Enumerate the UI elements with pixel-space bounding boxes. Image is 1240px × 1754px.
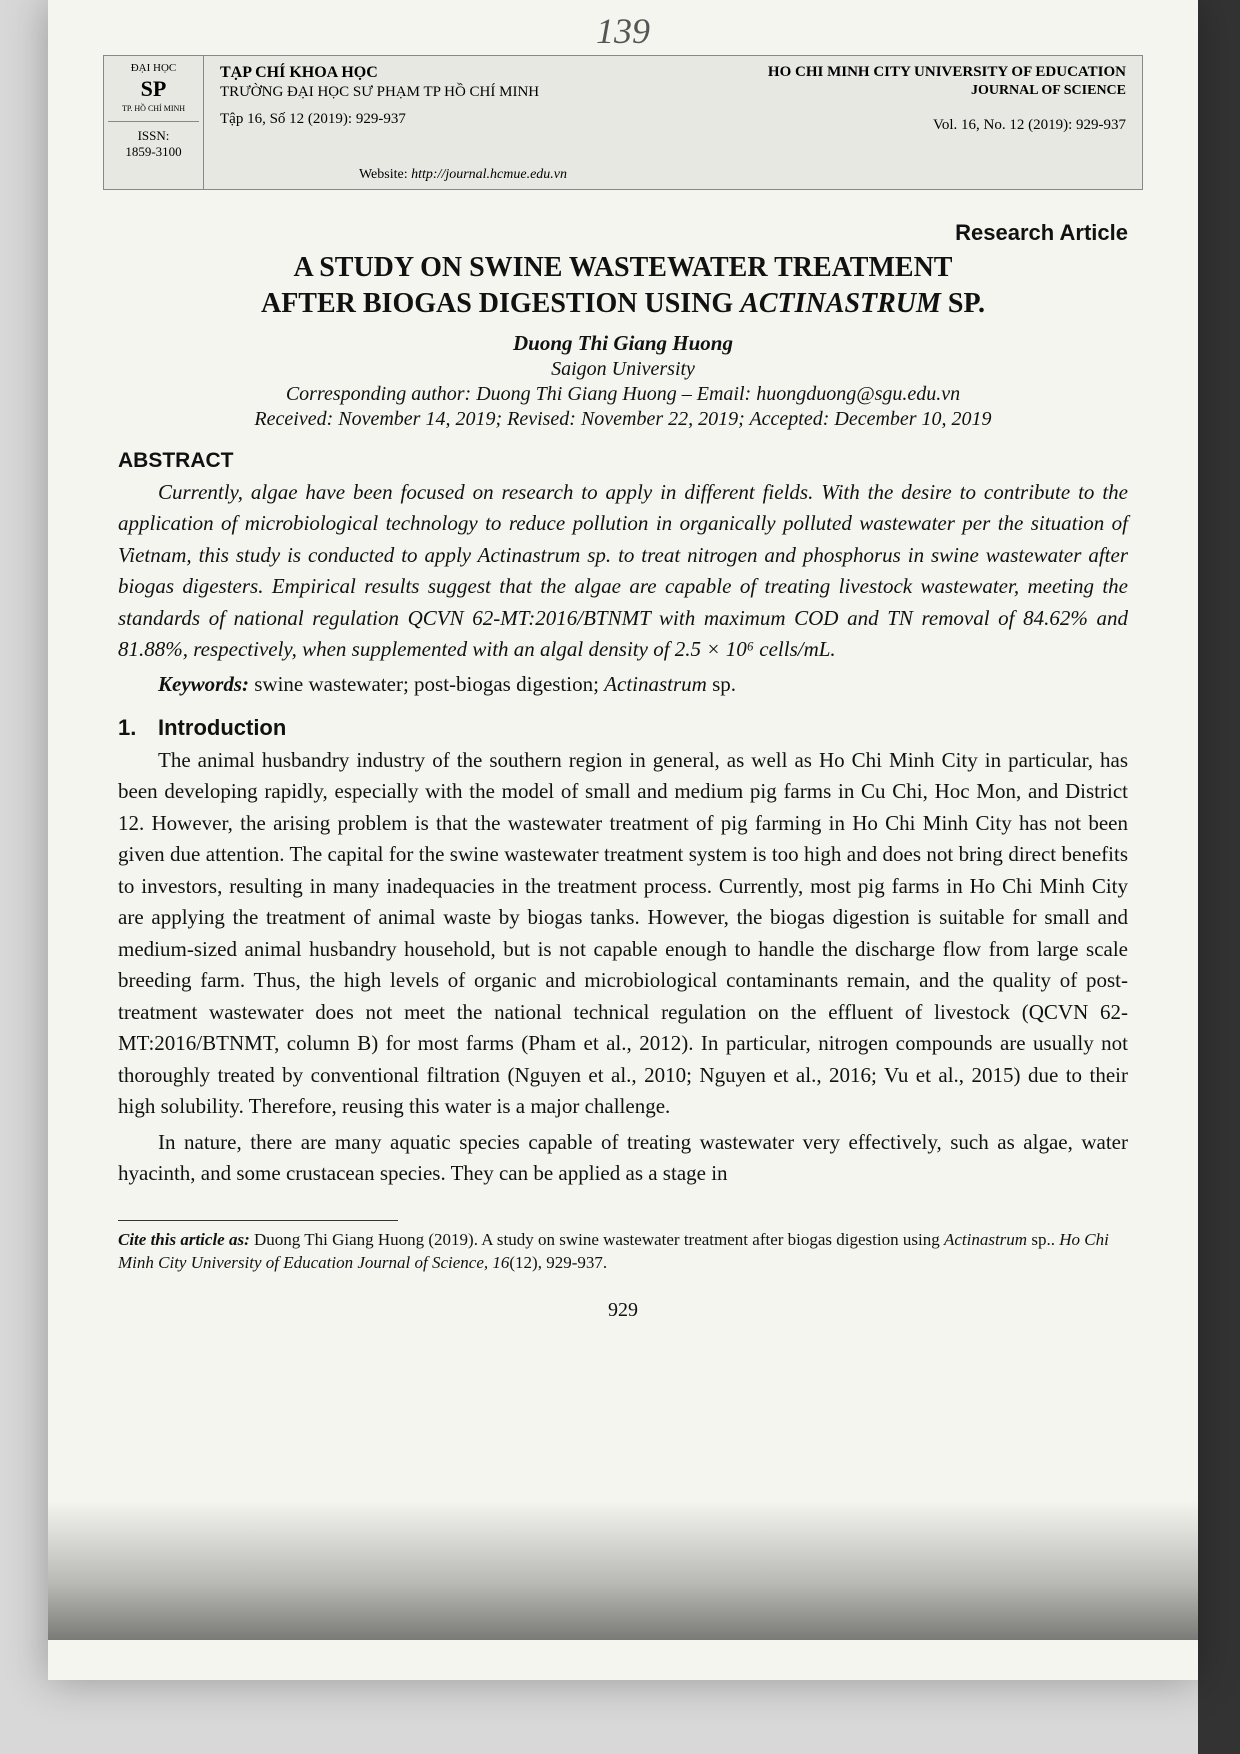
keywords-text: swine wastewater; post-biogas digestion; xyxy=(249,672,604,696)
article-title: A STUDY ON SWINE WASTEWATER TREATMENT AF… xyxy=(118,250,1128,323)
paragraph-2: In nature, there are many aquatic specie… xyxy=(118,1127,1128,1190)
volume-issue-vn: Tập 16, Số 12 (2019): 929-937 xyxy=(220,111,706,128)
title-line2b: SP. xyxy=(941,288,985,319)
body-text: The animal husbandry industry of the sou… xyxy=(118,745,1128,1190)
issn-value: 1859-3100 xyxy=(108,144,199,160)
website-line: Website: http://journal.hcmue.edu.vn xyxy=(204,167,722,183)
keywords-tail: sp. xyxy=(707,672,736,696)
cite-text-c: (12), 929-937. xyxy=(509,1253,607,1272)
section-number: 1. xyxy=(118,715,158,741)
author-affiliation: Saigon University xyxy=(118,358,1128,381)
logo-uni-text: ĐẠI HỌC xyxy=(108,62,199,74)
footnote-rule xyxy=(118,1220,398,1221)
abstract-heading: ABSTRACT xyxy=(118,449,1128,473)
page-number-bottom: 929 xyxy=(118,1299,1128,1322)
introduction-heading: 1.Introduction xyxy=(118,715,1128,741)
logo-sp: SP xyxy=(108,76,199,102)
cite-text-a: Duong Thi Giang Huong (2019). A study on… xyxy=(250,1230,944,1249)
header-logo-block: ĐẠI HỌC SP TP. HỒ CHÍ MINH ISSN: 1859-31… xyxy=(104,56,204,189)
university-name-vn: TRƯỜNG ĐẠI HỌC SƯ PHẠM TP HỒ CHÍ MINH xyxy=(220,84,706,101)
website-url: http://journal.hcmue.edu.vn xyxy=(411,167,567,182)
cite-species: Actinastrum xyxy=(944,1230,1027,1249)
article-content: Research Article A STUDY ON SWINE WASTEW… xyxy=(118,210,1128,1322)
issn-label: ISSN: xyxy=(108,128,199,144)
keywords-line: Keywords: swine wastewater; post-biogas … xyxy=(118,672,1128,697)
keywords-species: Actinastrum xyxy=(604,672,707,696)
cite-label: Cite this article as: xyxy=(118,1230,250,1249)
title-line2a: AFTER BIOGAS DIGESTION USING xyxy=(261,288,740,319)
article-dates: Received: November 14, 2019; Revised: No… xyxy=(118,408,1128,431)
header-middle: TẠP CHÍ KHOA HỌC TRƯỜNG ĐẠI HỌC SƯ PHẠM … xyxy=(204,56,722,189)
abstract-text: Currently, algae have been focused on re… xyxy=(118,477,1128,666)
author-name: Duong Thi Giang Huong xyxy=(118,331,1128,356)
volume-issue-en: Vol. 16, No. 12 (2019): 929-937 xyxy=(738,117,1126,134)
website-label: Website: xyxy=(359,167,408,182)
logo-city: TP. HỒ CHÍ MINH xyxy=(108,104,199,113)
issn-block: ISSN: 1859-3100 xyxy=(108,121,199,160)
keywords-label: Keywords: xyxy=(158,672,249,696)
citation-footnote: Cite this article as: Duong Thi Giang Hu… xyxy=(118,1229,1128,1275)
corresponding-author: Corresponding author: Duong Thi Giang Hu… xyxy=(118,383,1128,406)
title-line1: A STUDY ON SWINE WASTEWATER TREATMENT xyxy=(294,252,953,283)
article-type-label: Research Article xyxy=(118,220,1128,246)
header-right: HO CHI MINH CITY UNIVERSITY OF EDUCATION… xyxy=(722,56,1142,189)
journal-title-en: JOURNAL OF SCIENCE xyxy=(738,83,1126,99)
journal-title-vn: TẠP CHÍ KHOA HỌC xyxy=(220,64,706,82)
page-scan: 139 ĐẠI HỌC SP TP. HỒ CHÍ MINH ISSN: 185… xyxy=(48,0,1198,1680)
scan-bottom-shadow xyxy=(48,1500,1198,1640)
paragraph-1: The animal husbandry industry of the sou… xyxy=(118,745,1128,1123)
university-name-en: HO CHI MINH CITY UNIVERSITY OF EDUCATION xyxy=(738,64,1126,81)
section-label: Introduction xyxy=(158,715,286,740)
scan-edge xyxy=(1198,0,1240,1754)
cite-text-b: sp.. xyxy=(1027,1230,1059,1249)
title-species: ACTINASTRUM xyxy=(740,288,941,319)
handwritten-page-number: 139 xyxy=(596,10,650,52)
journal-header: ĐẠI HỌC SP TP. HỒ CHÍ MINH ISSN: 1859-31… xyxy=(103,55,1143,190)
